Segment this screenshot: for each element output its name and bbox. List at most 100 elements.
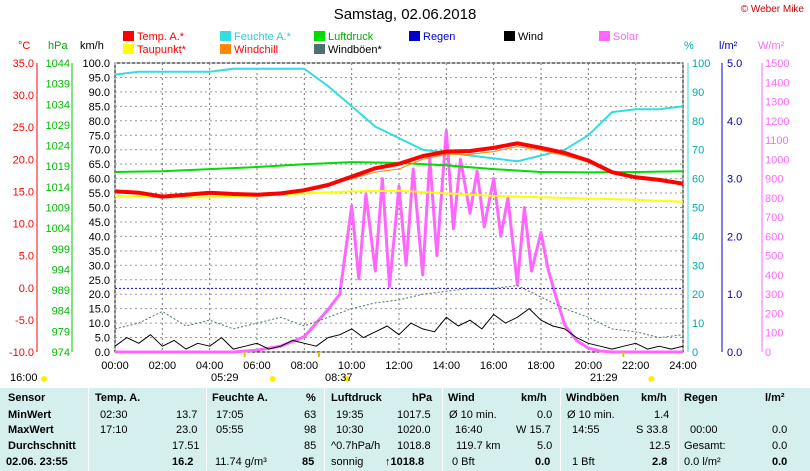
series-temp-a	[114, 141, 684, 199]
tick-temp: -5.0	[15, 315, 34, 327]
x-tick-label: 00:00	[101, 360, 129, 372]
table-header-row: Sensor Temp. A. Feuchte A. % Luftdruck h…	[8, 392, 785, 404]
tick-temp: 30.0	[13, 90, 34, 102]
max-sun-label: 08:37	[325, 372, 353, 384]
tick-kmh: 0.0	[95, 347, 110, 359]
tick-solar: 400	[765, 270, 783, 282]
series-solar	[115, 128, 683, 354]
tick-hpa: 984	[52, 306, 70, 318]
x-tick-label: 10:00	[338, 360, 366, 372]
x-tick-label: 14:00	[433, 360, 461, 372]
tick-temp: 25.0	[13, 122, 34, 134]
tick-hpa: 979	[52, 326, 70, 338]
tick-kmh: 5.0	[95, 333, 110, 345]
tick-pct: 100	[692, 58, 710, 70]
tick-kmh: 85.0	[89, 101, 110, 113]
tick-solar: 1400	[765, 77, 789, 89]
tick-hpa: 994	[52, 264, 70, 276]
tick-pct: 20	[692, 289, 704, 301]
tick-solar: 100	[765, 328, 783, 340]
sun-icon	[344, 376, 351, 382]
series-feuchte-a	[114, 67, 684, 163]
tick-solar: 500	[765, 251, 783, 263]
unit-pct: %	[684, 40, 694, 52]
tick-pct: 80	[692, 116, 704, 128]
tick-kmh: 90.0	[89, 87, 110, 99]
tick-hpa: 1034	[46, 99, 70, 111]
tick-hpa: 974	[52, 347, 70, 359]
tick-pct: 0	[692, 347, 698, 359]
series-wind	[114, 308, 684, 350]
tick-hpa: 1004	[46, 223, 70, 235]
tick-pct: 40	[692, 231, 704, 243]
x-tick-label: 04:00	[196, 360, 224, 372]
tick-kmh: 30.0	[89, 260, 110, 272]
sun-icon	[269, 376, 276, 382]
tick-kmh: 50.0	[89, 203, 110, 215]
tick-hpa: 1044	[46, 58, 70, 70]
tick-rain: 2.0	[727, 231, 742, 243]
tick-kmh: 20.0	[89, 289, 110, 301]
tick-solar: 800	[765, 193, 783, 205]
tick-rain: 0.0	[727, 347, 742, 359]
tick-solar: 1100	[765, 135, 789, 147]
tick-kmh: 45.0	[89, 217, 110, 229]
tick-temp: 35.0	[13, 58, 34, 70]
tick-temp: 20.0	[13, 154, 34, 166]
sun-icon	[41, 376, 47, 382]
tick-solar: 1200	[765, 116, 789, 128]
tick-hpa: 1009	[46, 203, 70, 215]
tick-kmh: 100.0	[82, 58, 110, 70]
tick-temp: 5.0	[19, 251, 34, 263]
tick-rain: 3.0	[727, 174, 742, 186]
x-tick-label: 16:00	[480, 360, 508, 372]
legend-solar: Solar	[599, 31, 639, 43]
summary-table	[0, 388, 810, 471]
tick-temp: 10.0	[13, 219, 34, 231]
tick-kmh: 60.0	[89, 174, 110, 186]
tick-pct: 30	[692, 260, 704, 272]
tick-kmh: 15.0	[89, 304, 110, 316]
legend-wind: Wind	[504, 31, 543, 43]
weather-chart: 00:00 02:00 04:00 06:00 08:00 10:00 12:00 14:00…	[9, 58, 789, 382]
tick-pct: 60	[692, 174, 704, 186]
tick-kmh: 65.0	[89, 159, 110, 171]
tick-pct: 50	[692, 203, 704, 215]
tick-kmh: 25.0	[89, 275, 110, 287]
unit-solar: W/m²	[758, 40, 785, 52]
x-tick-label: 20:00	[575, 360, 603, 372]
legend-rain: Regen	[409, 31, 455, 43]
legend-gusts: Windböen*	[314, 44, 382, 56]
tick-solar: 1300	[765, 97, 789, 109]
side-time-label: 16:00	[10, 372, 38, 384]
tick-solar: 600	[765, 231, 783, 243]
tick-kmh: 75.0	[89, 130, 110, 142]
tick-temp: -10.0	[9, 347, 34, 359]
tick-rain: 4.0	[727, 116, 742, 128]
table-row: Durchschnitt 17.51 85 ^0.7hPa/h 1018.8 1…	[8, 440, 788, 452]
tick-solar: 900	[765, 174, 783, 186]
tick-kmh: 95.0	[89, 72, 110, 84]
table-row: MaxWert 17:10 23.0 05:55 98 10:30 1020.0…	[8, 424, 788, 436]
legend-humidity: Feuchte A.*	[220, 31, 291, 43]
tick-rain: 1.0	[727, 289, 742, 301]
x-tick-label: 02:00	[149, 360, 177, 372]
unit-hpa: hPa	[48, 40, 68, 52]
x-tick-label: 22:00	[622, 360, 650, 372]
unit-temp: °C	[18, 40, 31, 52]
sunrise-label: 05:29	[211, 372, 239, 384]
tick-solar: 300	[765, 289, 783, 301]
x-tick-label: 06:00	[243, 360, 271, 372]
tick-kmh: 10.0	[89, 318, 110, 330]
tick-solar: 700	[765, 212, 783, 224]
tick-kmh: 55.0	[89, 188, 110, 200]
series-windb-en	[114, 285, 684, 339]
sunset-label: 21:29	[590, 372, 618, 384]
tick-hpa: 1014	[46, 182, 70, 194]
tick-kmh: 80.0	[89, 116, 110, 128]
tick-kmh: 40.0	[89, 231, 110, 243]
tick-kmh: 35.0	[89, 246, 110, 258]
x-tick-label: 12:00	[385, 360, 413, 372]
table-row-current: 02.06. 23:55 16.2 11.74 g/m³ 85 sonnig ↑…	[6, 456, 788, 468]
tick-hpa: 1039	[46, 79, 70, 91]
